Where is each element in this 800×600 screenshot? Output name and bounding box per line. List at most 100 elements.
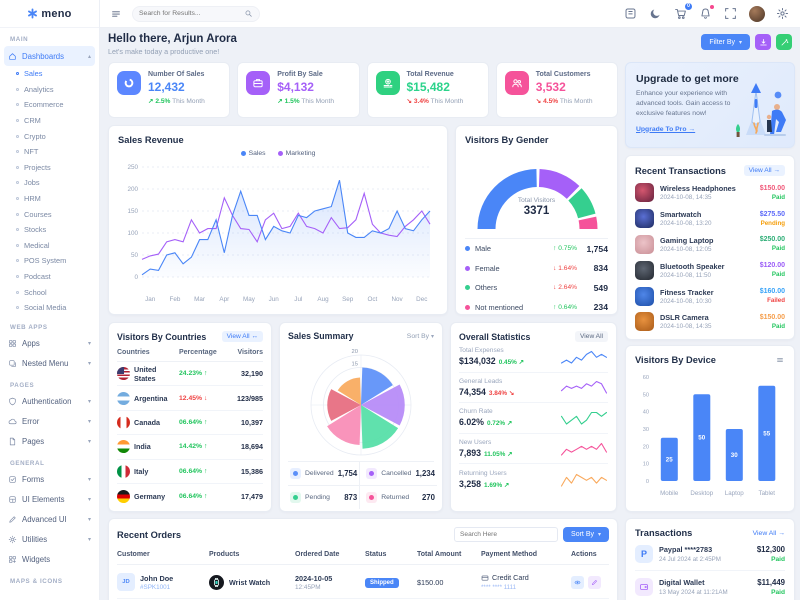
view-all-link[interactable]: View All — [575, 331, 608, 342]
transactions-card: Transactions View All → P Paypal ****2783… — [625, 518, 795, 600]
sidebar-item-nft[interactable]: NFT — [0, 144, 99, 160]
sidebar-item-apps[interactable]: Apps — [0, 334, 99, 354]
bullet-icon — [16, 119, 19, 123]
sidebar-item-hrm[interactable]: HRM — [0, 191, 99, 207]
hamburger-menu-icon[interactable] — [110, 9, 122, 19]
search-icon[interactable] — [244, 9, 253, 18]
sidebar-item-pages[interactable]: Pages — [0, 432, 99, 452]
sidebar-item-school[interactable]: School — [0, 284, 99, 300]
svg-text:50: 50 — [643, 392, 649, 398]
orders-sort-by-button[interactable]: Sort By — [563, 527, 609, 542]
sidebar-item-advanced-ui[interactable]: Advanced UI — [0, 510, 99, 530]
sparkline — [560, 442, 608, 456]
language-flag-icon[interactable] — [624, 7, 638, 21]
credit-card-icon — [481, 574, 489, 582]
transaction-item[interactable]: Smartwatch 2024-10-08, 13:20 $275.50 Pendin… — [635, 206, 785, 232]
arrow-up-icon — [204, 468, 207, 475]
sidebar-item-crm[interactable]: CRM — [0, 113, 99, 129]
orders-search-input[interactable] — [454, 527, 559, 542]
chevron-down-icon — [88, 496, 91, 503]
transaction-item[interactable]: Fitness Tracker 2024-10-08, 10:30 $160.00 F… — [635, 283, 785, 309]
stat-row-total-expenses: Total Expenses $134,032 0.45% — [459, 342, 608, 373]
transaction-item[interactable]: Gaming Laptop 2024-10-08, 12:05 $250.00 Pai… — [635, 232, 785, 258]
sidebar-item-dashboards[interactable]: Dashboards — [4, 46, 95, 66]
sidebar-item-error[interactable]: Error — [0, 412, 99, 432]
sidebar-item-ui-elements[interactable]: UI Elements — [0, 490, 99, 510]
sort-by-dropdown[interactable]: Sort By — [407, 333, 434, 340]
sidebar-item-ecommerce[interactable]: Ecommerce — [0, 97, 99, 113]
stat-period: This Month — [301, 98, 334, 105]
cart-icon[interactable]: 0 — [674, 2, 692, 21]
sidebar-item-authentication[interactable]: Authentication — [0, 392, 99, 412]
sidebar-item-social-media[interactable]: Social Media — [0, 300, 99, 316]
svg-text:Mar: Mar — [194, 296, 205, 303]
sparkline — [560, 381, 608, 394]
fullscreen-icon[interactable] — [724, 7, 738, 21]
view-all-link[interactable]: View All ↔ — [221, 331, 263, 342]
sales-revenue-chart: 0 50 100 150 200 250 Jan Feb Mar Apr May Jun Jul Aug S… — [127, 164, 431, 303]
search-input[interactable] — [139, 10, 244, 17]
svg-text:Jan: Jan — [145, 296, 156, 303]
svg-text:Oct: Oct — [368, 296, 378, 303]
file-icon — [8, 437, 17, 446]
legend-dot — [465, 265, 470, 271]
view-all-link[interactable]: View All → — [752, 529, 785, 537]
trend-down-icon — [509, 390, 514, 397]
transaction-item[interactable]: Bluetooth Speaker 2024-10-08, 11:50 $120.0… — [635, 257, 785, 283]
table-row[interactable]: JD John Doe #SPK1001 Wrist Watch 2024-10-0… — [117, 565, 609, 599]
dark-mode-moon-icon[interactable] — [649, 7, 663, 21]
sidebar-child-label: HRM — [24, 194, 41, 204]
sidebar-section-pages: PAGES — [10, 381, 35, 389]
trend-up-icon — [507, 420, 512, 427]
svg-text:Aug: Aug — [317, 296, 329, 303]
sidebar-item-forms[interactable]: Forms — [0, 470, 99, 490]
stat-row-returning-users: Returning Users 3,258 1.69% — [459, 464, 608, 495]
sidebar-item-medical[interactable]: Medical — [0, 238, 99, 254]
sidebar-item-nested-menu[interactable]: Nested Menu — [0, 354, 99, 374]
sidebar: meno MAIN Dashboards Sales Analytics Eco… — [0, 0, 100, 600]
filter-by-button[interactable]: Filter By — [701, 34, 750, 50]
sidebar-item-analytics[interactable]: Analytics — [0, 82, 99, 98]
transaction-item[interactable]: DSLR Camera 2024-10-08, 14:35 $150.00 Paid — [635, 309, 785, 335]
user-avatar[interactable] — [749, 5, 765, 22]
view-all-link[interactable]: View All → — [743, 165, 785, 176]
sidebar-item-sales[interactable]: Sales — [0, 66, 99, 82]
sidebar-item-pos-system[interactable]: POS System — [0, 253, 99, 269]
legend-dot — [240, 151, 246, 156]
sparkline — [560, 350, 608, 364]
transaction-row[interactable]: P Paypal ****2783 24 Jul 2024 at 2:45PM $… — [635, 538, 785, 571]
legend-dot — [290, 492, 301, 503]
greeting: Hello there, Arjun Arora Let's make toda… — [108, 33, 237, 56]
settings-gear-icon[interactable] — [776, 7, 790, 21]
arrow-up-icon — [553, 304, 556, 311]
sidebar-item-podcast[interactable]: Podcast — [0, 269, 99, 285]
edit-order-button[interactable] — [588, 575, 601, 589]
app-logo[interactable]: meno — [0, 0, 99, 28]
sidebar-item-widgets[interactable]: Widgets — [0, 550, 99, 570]
sidebar-item-stocks[interactable]: Stocks — [0, 222, 99, 238]
notifications-bell-icon[interactable] — [699, 4, 714, 21]
sidebar-item-projects[interactable]: Projects — [0, 160, 99, 176]
upgrade-to-pro-link[interactable]: Upgrade To Pro → — [636, 125, 696, 133]
chart-menu-icon[interactable] — [775, 356, 785, 364]
magic-button[interactable] — [776, 34, 792, 50]
svg-text:0: 0 — [134, 274, 138, 281]
sidebar-item-jobs[interactable]: Jobs — [0, 175, 99, 191]
svg-text:50: 50 — [698, 435, 705, 442]
download-button[interactable] — [755, 34, 771, 50]
sidebar-item-crypto[interactable]: Crypto — [0, 128, 99, 144]
transaction-row[interactable]: Digital Wallet 13 May 2024 at 11:21AM $11… — [635, 571, 785, 600]
sidebar-item-courses[interactable]: Courses — [0, 206, 99, 222]
legend-dot — [290, 468, 301, 479]
transaction-item[interactable]: Wireless Headphones 2024-10-08, 14:35 $150… — [635, 180, 785, 206]
sidebar-item-utilities[interactable]: Utilities — [0, 530, 99, 550]
legend-row-others: Others 2.64%549 — [465, 278, 608, 298]
view-order-button[interactable] — [571, 575, 584, 589]
page-actions: Filter By — [701, 34, 792, 50]
